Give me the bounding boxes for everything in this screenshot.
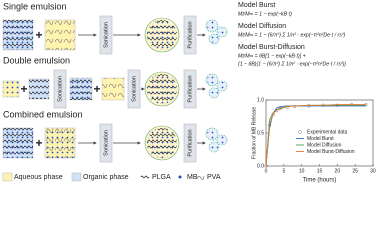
emulsion-content bbox=[147, 74, 177, 104]
particle-content bbox=[207, 21, 217, 31]
y-tick-label: 1.0 bbox=[257, 97, 264, 103]
step-box bbox=[53, 69, 67, 109]
legend-swatch bbox=[196, 175, 205, 180]
emulsion-content bbox=[147, 128, 177, 158]
step-label: Purification bbox=[187, 129, 193, 156]
legend-swatch bbox=[140, 175, 150, 179]
plus-sign: + bbox=[35, 28, 42, 42]
legend-label: Model Burst bbox=[307, 136, 334, 142]
particle-content bbox=[207, 129, 217, 139]
legend-label: Aqueous phase bbox=[14, 174, 63, 181]
figure: Single emulsion + Sonication Purification Do… bbox=[2, 1, 376, 184]
legend-swatch bbox=[178, 175, 182, 179]
model-equation: Mt/M∞ = 1 − exp(−kB·t) bbox=[238, 11, 292, 17]
particle-content bbox=[218, 82, 226, 90]
plus-sign: + bbox=[35, 136, 42, 150]
particle-content bbox=[210, 35, 218, 43]
model-name: Model Burst-Diffusion bbox=[238, 44, 305, 51]
diagram: Single emulsion + Sonication Purification Do… bbox=[2, 1, 228, 163]
step-box bbox=[99, 123, 113, 163]
row-label: Single emulsion bbox=[3, 1, 67, 11]
step-label: Sonication bbox=[131, 76, 137, 102]
y-tick-label: 0.0 bbox=[257, 163, 264, 169]
data-point bbox=[292, 104, 297, 109]
phase-content bbox=[3, 128, 33, 158]
legend-label: MB bbox=[187, 174, 198, 181]
y-tick-label: 0.5 bbox=[257, 130, 264, 136]
x-tick-label: 25 bbox=[352, 168, 358, 174]
phase-content bbox=[102, 78, 124, 100]
y-axis-label: Fraction of MB Release bbox=[251, 107, 257, 159]
phase-content bbox=[45, 20, 75, 50]
legend-label: Model Burst-Diffusion bbox=[307, 149, 355, 155]
model-equation: (1 − θB){1 − (6/π²) Σ 1/n² · exp(−π²n²De… bbox=[238, 61, 346, 67]
legend: Aqueous phase Organic phase PLGA MB PVA bbox=[2, 172, 221, 182]
particle-content bbox=[218, 28, 226, 36]
legend-marker bbox=[298, 130, 302, 134]
x-tick-label: 15 bbox=[317, 168, 323, 174]
particle-content bbox=[210, 143, 218, 151]
emulsion-content bbox=[147, 20, 177, 50]
particle-content bbox=[218, 136, 226, 144]
legend-label: Model Diffusion bbox=[307, 142, 342, 148]
model-name: Model Burst bbox=[238, 2, 275, 9]
x-axis-label: Time (hours) bbox=[303, 178, 337, 184]
phase-content bbox=[3, 20, 33, 50]
x-tick-label: 5 bbox=[282, 168, 285, 174]
x-tick-label: 10 bbox=[299, 168, 305, 174]
step-label: Purification bbox=[187, 75, 193, 102]
phase-content bbox=[29, 79, 49, 99]
legend-swatch bbox=[2, 172, 13, 182]
legend-label: Experimental data bbox=[307, 129, 348, 135]
chart: 0 5 10 15 20 25 30 0.0 0.5 1.0 Time (hours) Fractio… bbox=[251, 97, 376, 183]
model-name: Model Diffusion bbox=[238, 23, 286, 30]
x-tick-label: 20 bbox=[335, 168, 341, 174]
plus-sign: + bbox=[20, 82, 27, 96]
step-box bbox=[183, 15, 197, 55]
step-box bbox=[99, 15, 113, 55]
phase-content bbox=[3, 81, 19, 97]
model-equation: Mt/M∞ = θB[1 − exp(−kB·t)] + bbox=[238, 53, 306, 59]
step-box bbox=[183, 123, 197, 163]
phase-content bbox=[45, 128, 75, 158]
x-tick-label: 0 bbox=[265, 168, 268, 174]
model-line bbox=[265, 104, 366, 167]
step-box bbox=[183, 69, 197, 109]
model-equation: Mt/M∞ = 1 − (6/π²) Σ 1/n² · exp(−π²n²De·… bbox=[238, 32, 346, 38]
row-label: Double emulsion bbox=[3, 55, 70, 65]
x-tick-label: 30 bbox=[370, 168, 376, 174]
models: Model Burst Mt/M∞ = 1 − exp(−kB·t) Model D… bbox=[238, 2, 346, 68]
phase-content bbox=[70, 78, 92, 100]
step-label: Sonication bbox=[57, 76, 63, 102]
step-box bbox=[127, 69, 141, 109]
legend-label: PVA bbox=[207, 174, 221, 181]
particle-content bbox=[210, 89, 218, 97]
legend-label: PLGA bbox=[152, 174, 171, 181]
particle-content bbox=[207, 75, 217, 85]
step-label: Sonication bbox=[103, 22, 109, 48]
row-label: Combined emulsion bbox=[3, 109, 83, 119]
legend-label: Organic phase bbox=[83, 174, 129, 181]
legend-swatch bbox=[71, 172, 82, 182]
step-label: Purification bbox=[187, 21, 193, 48]
plus-sign: + bbox=[93, 82, 100, 96]
step-label: Sonication bbox=[103, 130, 109, 156]
